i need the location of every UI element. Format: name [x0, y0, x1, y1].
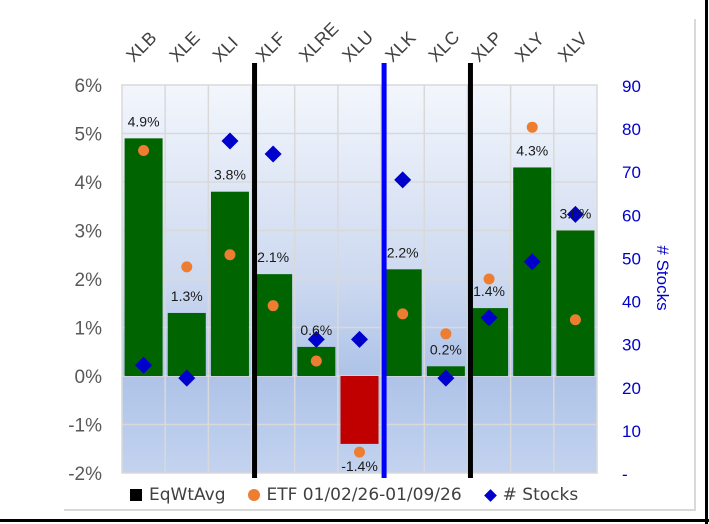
- legend-label: # Stocks: [502, 485, 579, 505]
- legend-label: ETF 01/02/26-01/09/26: [266, 485, 462, 505]
- bar-xlu: [340, 376, 379, 444]
- separators: [252, 63, 473, 478]
- y2-tick-label: 20: [622, 379, 641, 398]
- etf-dot-xlv: [569, 314, 581, 326]
- y2-tick-label: 30: [622, 336, 641, 355]
- x-tick-label: XLC: [425, 27, 464, 66]
- y2-tick-label: -: [622, 465, 628, 484]
- data-label: 0.6%: [300, 322, 332, 338]
- legend-item-stocks: # Stocks: [483, 485, 579, 505]
- x-tick-label: XLRE: [295, 18, 342, 65]
- bar-xly: [513, 167, 552, 376]
- y2-tick-label: 40: [622, 293, 641, 312]
- etf-dots: [138, 121, 581, 458]
- etf-dot-xle: [181, 261, 193, 273]
- bar-xlv: [556, 230, 595, 376]
- data-label: 0.2%: [430, 341, 462, 357]
- data-label: 3.0%: [559, 206, 591, 222]
- data-labels: 4.9% 1.3% 3.8% 2.1% 0.6% -1.4% 2.2% 0.2% 1.4% 4.3…: [128, 113, 592, 474]
- y2-tick-label: 10: [622, 422, 641, 441]
- etf-dot-xly: [526, 121, 538, 133]
- x-tick-label: XLV: [554, 29, 591, 66]
- legend-dot-icon: [247, 489, 260, 501]
- y-tick-label: 3%: [75, 222, 103, 243]
- data-label: 4.3%: [516, 142, 548, 158]
- y-tick-label: 6%: [75, 76, 103, 97]
- legend: EqWtAvg ETF 01/02/26-01/09/26 # Stocks: [130, 484, 578, 506]
- legend-item-eqwtavg: EqWtAvg: [130, 485, 226, 505]
- stocks-diamond-xlf: [264, 145, 282, 163]
- stocks-diamond-xlu: [351, 330, 368, 348]
- y-tick-label: 2%: [75, 270, 103, 291]
- etf-dot-xlk: [397, 308, 409, 320]
- etf-dot-xlf: [267, 300, 279, 312]
- y-axis-ticks: 6% 5% 4% 3% 2% 1% 0% -1% -2%: [68, 76, 102, 485]
- y2-tick-label: 70: [622, 163, 641, 182]
- stocks-diamond-xlk: [394, 171, 412, 189]
- bar-xlb: [124, 138, 163, 376]
- legend-label: EqWtAvg: [149, 485, 226, 505]
- y2-tick-label: 90: [622, 77, 641, 96]
- bar-xli: [210, 191, 249, 376]
- y2-axis-title: # Stocks: [653, 245, 672, 310]
- etf-dot-xlb: [138, 144, 150, 156]
- data-label: 1.3%: [171, 288, 203, 304]
- y-tick-label: 5%: [75, 125, 103, 146]
- y-tick-label: 0%: [75, 367, 103, 388]
- x-tick-label: XLF: [252, 28, 289, 65]
- y2-tick-label: 80: [622, 120, 641, 139]
- chart-frame-right: [694, 19, 696, 511]
- etf-dot-xlu: [354, 446, 365, 458]
- window-border-right: [705, 0, 708, 524]
- stocks-diamonds: [135, 132, 584, 387]
- y-tick-label: 1%: [75, 319, 103, 340]
- etf-dot-xlc: [440, 328, 452, 340]
- stocks-diamond-xlc: [437, 369, 455, 387]
- stocks-diamond-xlp: [480, 309, 498, 327]
- etf-dot-xlre: [310, 355, 322, 367]
- data-label: 2.2%: [387, 244, 419, 260]
- window-border-bottom: [0, 519, 709, 522]
- y2-tick-label: 60: [622, 206, 641, 225]
- legend-diamond-icon: [483, 488, 497, 502]
- stocks-diamond-xli: [221, 132, 239, 150]
- y2-tick-label: 50: [622, 249, 641, 268]
- stocks-diamond-xlre: [307, 330, 325, 348]
- data-label: 3.8%: [214, 167, 246, 183]
- y-tick-label: -2%: [68, 464, 102, 485]
- stocks-diamond-xlb: [135, 356, 153, 374]
- data-label: 1.4%: [473, 283, 505, 299]
- data-label: 2.1%: [257, 249, 289, 265]
- y-tick-label: -1%: [68, 416, 102, 437]
- stocks-diamond-xle: [178, 369, 196, 387]
- bar-xlf: [254, 274, 293, 376]
- legend-item-etf: ETF 01/02/26-01/09/26: [247, 485, 462, 505]
- bars: [124, 138, 595, 444]
- x-tick-label: XLY: [511, 29, 548, 66]
- x-tick-label: XLE: [165, 28, 203, 66]
- bar-xle: [167, 312, 206, 376]
- x-tick-label: XLI: [209, 33, 242, 66]
- bar-xlk: [383, 269, 422, 376]
- etf-dot-xlp: [483, 273, 495, 285]
- x-tick-label: XLK: [381, 28, 419, 66]
- etf-dot-xli: [224, 249, 236, 261]
- stocks-diamond-xlv: [566, 205, 584, 223]
- y2-axis-ticks: 90 80 70 60 50 40 30 20 10 -: [622, 77, 641, 484]
- x-tick-label: XLP: [468, 28, 506, 66]
- x-tick-label: XLU: [338, 27, 377, 66]
- x-tick-label: XLB: [122, 28, 160, 66]
- data-label: -1.4%: [341, 458, 378, 474]
- stocks-diamond-xly: [523, 253, 541, 271]
- legend-square-icon: [130, 489, 142, 501]
- data-label: 4.9%: [128, 113, 160, 129]
- y-tick-label: 4%: [75, 173, 103, 194]
- chart-frame-bottom: [64, 509, 696, 511]
